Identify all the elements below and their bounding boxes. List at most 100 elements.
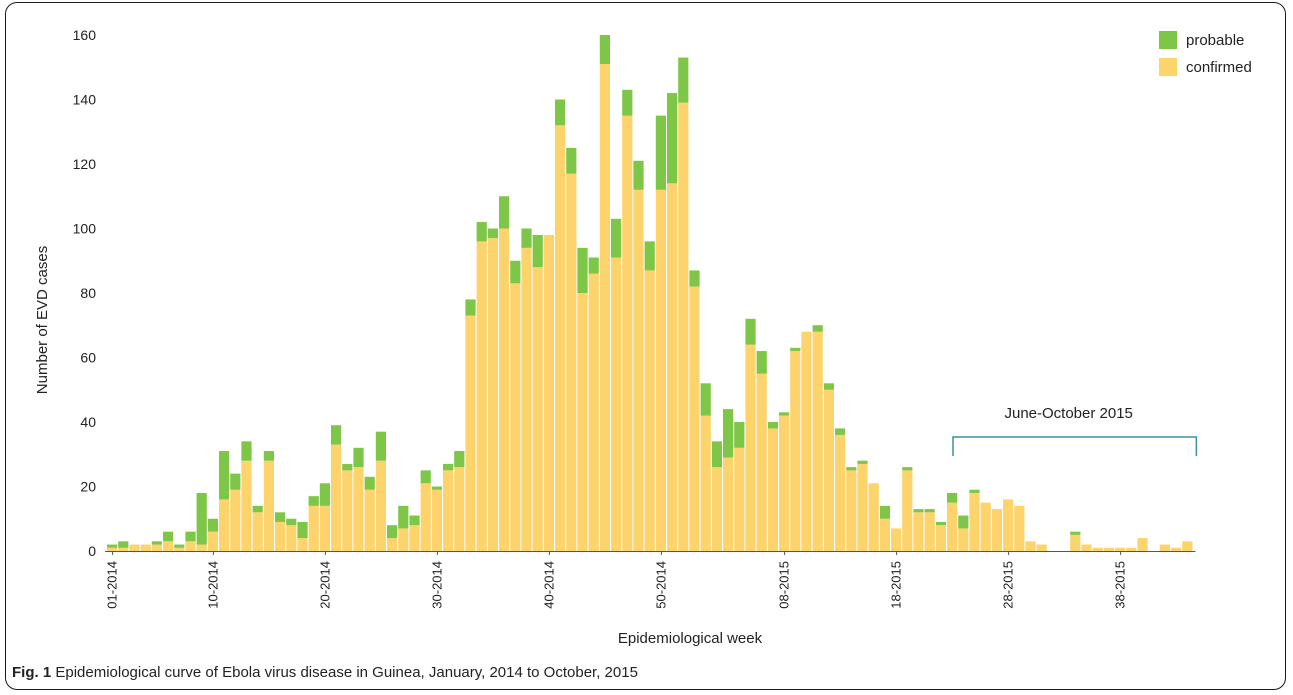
- x-axis-label: Epidemiological week: [618, 630, 763, 647]
- caption-text: Epidemiological curve of Ebola virus dis…: [55, 664, 638, 681]
- bar-probable: [566, 147, 577, 174]
- bar-confirmed: [1103, 547, 1114, 551]
- y-tick-label: 0: [88, 543, 96, 559]
- bar-confirmed: [151, 544, 162, 551]
- bar-confirmed: [700, 415, 711, 551]
- bar-probable: [857, 460, 868, 464]
- bar-confirmed: [319, 505, 330, 551]
- bar-confirmed: [1081, 544, 1092, 551]
- bar-probable: [532, 234, 543, 268]
- bar-confirmed: [543, 234, 554, 551]
- bar-probable: [700, 383, 711, 416]
- bar-probable: [924, 509, 935, 513]
- bar-confirmed: [723, 457, 734, 551]
- y-tick-label: 60: [80, 350, 96, 366]
- bar-probable: [297, 521, 308, 539]
- legend-swatch-probable: [1159, 31, 1177, 49]
- x-tick-label: 18-2015: [889, 561, 904, 609]
- bar-confirmed: [902, 470, 913, 551]
- bar-probable: [420, 470, 431, 484]
- bar-confirmed: [207, 531, 218, 551]
- y-axis-label: Number of EVD cases: [34, 246, 51, 394]
- annotation-group: June-October 2015: [952, 405, 1198, 456]
- bar-probable: [364, 476, 375, 490]
- bar-probable: [812, 325, 823, 332]
- bar-probable: [588, 257, 599, 274]
- bar-confirmed: [835, 434, 846, 551]
- bar-probable: [241, 441, 252, 461]
- bar-probable: [969, 489, 980, 493]
- x-axis: 01-2014 10-2014 20-2014 30-2014 40-2014 50-20…: [105, 551, 1196, 609]
- bar-confirmed: [1115, 547, 1126, 551]
- bar-confirmed: [633, 189, 644, 552]
- y-axis: 0 20 40 60 80 100 120 140 160: [73, 27, 97, 559]
- bar-confirmed: [1126, 547, 1137, 551]
- bar-confirmed: [263, 460, 274, 551]
- bar-probable: [185, 531, 196, 542]
- bar-confirmed: [1036, 544, 1047, 551]
- bar-confirmed: [823, 389, 834, 551]
- x-tick-label: 38-2015: [1113, 561, 1128, 609]
- legend-label-probable: probable: [1186, 32, 1244, 49]
- bar-probable: [655, 115, 666, 190]
- bar-confirmed: [454, 467, 465, 551]
- bar-confirmed: [129, 544, 140, 551]
- bar-probable: [1070, 531, 1081, 535]
- bar-confirmed: [230, 489, 241, 551]
- bar-probable: [454, 451, 465, 468]
- bar-probable: [913, 509, 924, 513]
- bar-probable: [902, 467, 913, 471]
- bar-probable: [196, 492, 207, 545]
- bar-probable: [230, 473, 241, 490]
- bar-probable: [286, 518, 297, 526]
- bar-confirmed: [913, 512, 924, 551]
- bar-confirmed: [308, 505, 319, 551]
- bar-probable: [756, 351, 767, 374]
- bar-probable: [163, 531, 174, 542]
- bar-confirmed: [1137, 538, 1148, 551]
- bar-probable: [521, 228, 532, 248]
- bar-confirmed: [655, 189, 666, 552]
- bar-confirmed: [353, 467, 364, 551]
- annotation-label: June-October 2015: [1004, 405, 1132, 422]
- bar-confirmed: [555, 125, 566, 552]
- bar-confirmed: [219, 499, 230, 551]
- y-tick-label: 100: [73, 221, 97, 237]
- bar-probable: [790, 347, 801, 352]
- x-tick-label: 10-2014: [205, 561, 220, 609]
- bar-confirmed: [1003, 499, 1014, 551]
- bar-probable: [387, 525, 398, 539]
- y-tick-label: 20: [80, 479, 96, 495]
- bar-confirmed: [1070, 534, 1081, 551]
- x-tick-label: 20-2014: [317, 561, 332, 609]
- x-tick-label: 01-2014: [105, 561, 120, 609]
- bar-confirmed: [969, 492, 980, 551]
- bar-confirmed: [465, 315, 476, 551]
- legend-swatch-confirmed: [1159, 58, 1177, 76]
- bar-probable: [779, 412, 790, 416]
- bar-confirmed: [140, 544, 151, 551]
- bar-probable: [734, 422, 745, 448]
- bar-confirmed: [599, 64, 610, 552]
- bar-probable: [599, 35, 610, 65]
- bar-probable: [342, 463, 353, 471]
- bar-confirmed: [846, 470, 857, 551]
- bar-probable: [711, 441, 722, 468]
- bar-probable: [308, 496, 319, 506]
- bar-probable: [118, 541, 129, 548]
- bar-confirmed: [1025, 541, 1036, 551]
- bar-confirmed: [185, 541, 196, 551]
- bar-confirmed: [935, 525, 946, 551]
- bar-probable: [476, 222, 487, 242]
- bar-confirmed: [1171, 547, 1182, 551]
- bar-probable: [879, 505, 890, 519]
- bar-probable: [207, 518, 218, 532]
- bar-probable: [823, 383, 834, 390]
- bar-probable: [107, 544, 118, 548]
- bar-probable: [835, 428, 846, 435]
- bar-confirmed: [801, 331, 812, 551]
- bar-probable: [331, 425, 342, 445]
- bar-confirmed: [443, 470, 454, 551]
- bar-confirmed: [487, 238, 498, 552]
- bar-confirmed: [577, 293, 588, 551]
